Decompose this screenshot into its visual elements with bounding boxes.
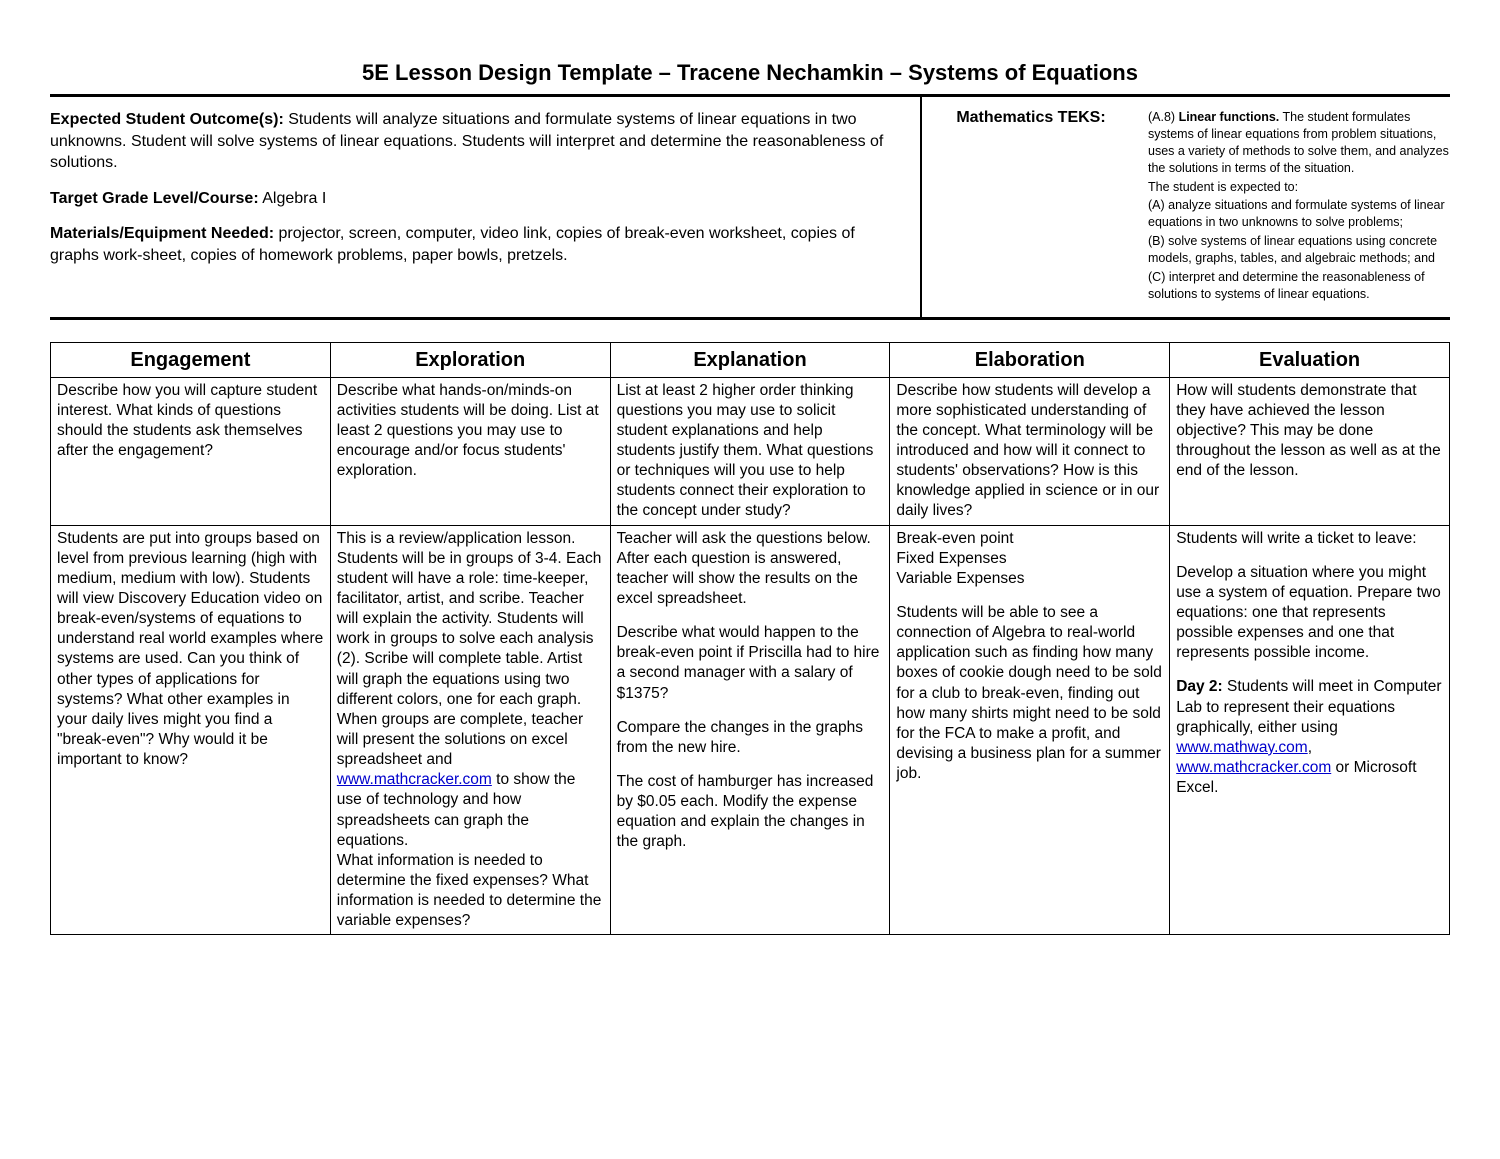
teks-a: (A) analyze situations and formulate sys… bbox=[1148, 197, 1450, 231]
col-elaboration: Elaboration bbox=[890, 342, 1170, 377]
grade-label: Target Grade Level/Course: bbox=[50, 190, 259, 207]
header-left: Expected Student Outcome(s): Students wi… bbox=[50, 97, 920, 317]
mathcracker-link-2[interactable]: www.mathcracker.com bbox=[1176, 759, 1331, 776]
eval-day2-label: Day 2: bbox=[1176, 678, 1223, 695]
prompt-evaluation: How will students demonstrate that they … bbox=[1170, 377, 1450, 525]
teks-b: (B) solve systems of linear equations us… bbox=[1148, 233, 1450, 267]
prompt-engagement: Describe how you will capture student in… bbox=[51, 377, 331, 525]
elab-c: Variable Expenses bbox=[896, 569, 1163, 589]
prompt-exploration: Describe what hands-on/minds-on activiti… bbox=[330, 377, 610, 525]
outcome-label: Expected Student Outcome(s): bbox=[50, 111, 284, 128]
elab-b: Fixed Expenses bbox=[896, 549, 1163, 569]
table-prompt-row: Describe how you will capture student in… bbox=[51, 377, 1450, 525]
teks-bold: Linear functions. bbox=[1179, 110, 1280, 124]
teks-body: (A.8) Linear functions. The student form… bbox=[1140, 97, 1450, 317]
content-explanation: Teacher will ask the questions below. Af… bbox=[610, 525, 890, 935]
explanation-a: Teacher will ask the questions below. Af… bbox=[617, 529, 884, 610]
elab-a: Break-even point bbox=[896, 529, 1163, 549]
grade-text: Algebra I bbox=[259, 190, 327, 207]
content-engagement: Students are put into groups based on le… bbox=[51, 525, 331, 935]
mathcracker-link[interactable]: www.mathcracker.com bbox=[337, 771, 492, 788]
prompt-explanation: List at least 2 higher order thinking qu… bbox=[610, 377, 890, 525]
teks-code: (A.8) bbox=[1148, 110, 1179, 124]
content-evaluation: Students will write a ticket to leave: D… bbox=[1170, 525, 1450, 935]
header-block: Expected Student Outcome(s): Students wi… bbox=[50, 97, 1450, 320]
eval-day2-block: Day 2: Students will meet in Computer La… bbox=[1176, 677, 1443, 798]
five-e-table: Engagement Exploration Explanation Elabo… bbox=[50, 342, 1450, 936]
exploration-text-a: This is a review/application lesson. Stu… bbox=[337, 530, 602, 769]
exploration-text-c: What information is needed to determine … bbox=[337, 851, 604, 932]
col-explanation: Explanation bbox=[610, 342, 890, 377]
col-exploration: Exploration bbox=[330, 342, 610, 377]
content-exploration: This is a review/application lesson. Stu… bbox=[330, 525, 610, 935]
eval-sep1: , bbox=[1308, 739, 1312, 756]
content-elaboration: Break-even point Fixed Expenses Variable… bbox=[890, 525, 1170, 935]
materials-label: Materials/Equipment Needed: bbox=[50, 225, 274, 242]
col-evaluation: Evaluation bbox=[1170, 342, 1450, 377]
eval-b: Develop a situation where you might use … bbox=[1176, 563, 1443, 664]
explanation-b: Describe what would happen to the break-… bbox=[617, 623, 884, 704]
teks-expected: The student is expected to: bbox=[1148, 179, 1450, 196]
elab-d: Students will be able to see a connectio… bbox=[896, 603, 1163, 784]
explanation-d: The cost of hamburger has increased by $… bbox=[617, 772, 884, 853]
prompt-elaboration: Describe how students will develop a mor… bbox=[890, 377, 1170, 525]
col-engagement: Engagement bbox=[51, 342, 331, 377]
mathway-link[interactable]: www.mathway.com bbox=[1176, 739, 1308, 756]
teks-c: (C) interpret and determine the reasonab… bbox=[1148, 269, 1450, 303]
table-header-row: Engagement Exploration Explanation Elabo… bbox=[51, 342, 1450, 377]
teks-label: Mathematics TEKS: bbox=[920, 97, 1140, 317]
page-title: 5E Lesson Design Template – Tracene Nech… bbox=[50, 60, 1450, 86]
table-content-row: Students are put into groups based on le… bbox=[51, 525, 1450, 935]
explanation-c: Compare the changes in the graphs from t… bbox=[617, 718, 884, 758]
eval-a: Students will write a ticket to leave: bbox=[1176, 529, 1443, 549]
